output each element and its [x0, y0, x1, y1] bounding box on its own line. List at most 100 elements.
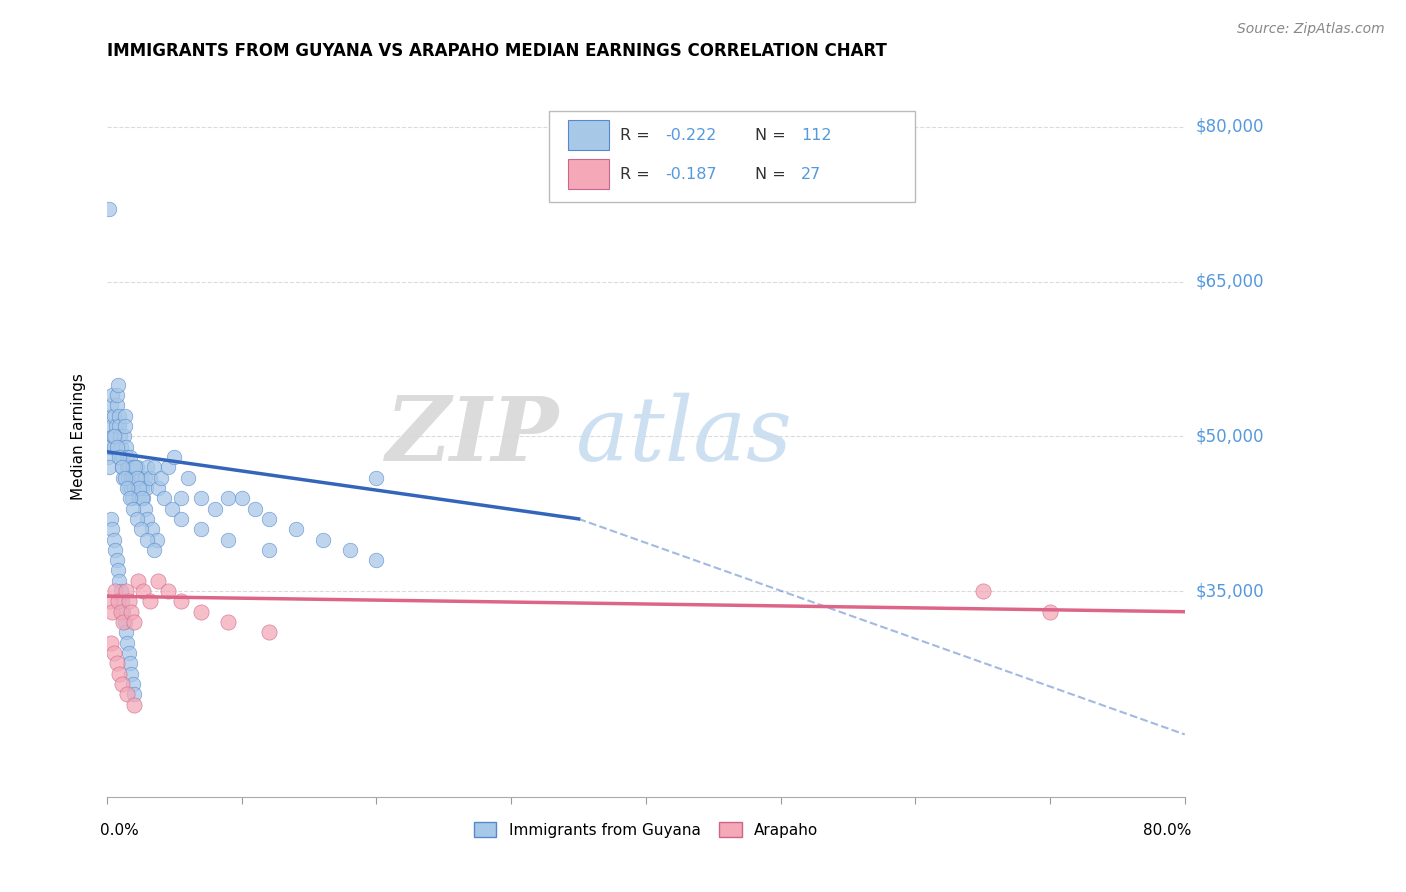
- Text: R =: R =: [620, 128, 655, 143]
- Point: [112, 615, 135, 629]
- Point: [101, 429, 124, 443]
- Text: $35,000: $35,000: [1197, 582, 1264, 600]
- Point: [103, 440, 125, 454]
- Point: [101, 522, 124, 536]
- Point: [112, 450, 135, 464]
- Point: [105, 388, 128, 402]
- Text: Source: ZipAtlas.com: Source: ZipAtlas.com: [1237, 22, 1385, 37]
- Point: [108, 450, 131, 464]
- Point: [98, 594, 121, 608]
- Point: [117, 481, 139, 495]
- Point: [118, 491, 141, 506]
- Point: [111, 594, 134, 608]
- Text: N =: N =: [755, 128, 790, 143]
- Point: [125, 512, 148, 526]
- Point: [124, 470, 146, 484]
- Point: [117, 646, 139, 660]
- Point: [1039, 605, 1062, 619]
- Text: -0.222: -0.222: [665, 128, 717, 143]
- Point: [108, 574, 131, 588]
- Point: [134, 501, 156, 516]
- Point: [111, 677, 134, 691]
- Text: 27: 27: [801, 167, 821, 182]
- Point: [257, 512, 280, 526]
- Point: [122, 615, 145, 629]
- Point: [127, 481, 149, 495]
- Point: [132, 584, 155, 599]
- Point: [149, 470, 172, 484]
- Text: atlas: atlas: [576, 392, 792, 480]
- Point: [143, 460, 166, 475]
- Point: [112, 429, 135, 443]
- Point: [118, 460, 141, 475]
- Point: [136, 460, 159, 475]
- Point: [103, 429, 125, 443]
- Point: [120, 470, 142, 484]
- Point: [125, 470, 148, 484]
- Point: [132, 491, 155, 506]
- Point: [120, 605, 142, 619]
- Point: [100, 398, 122, 412]
- Point: [122, 481, 145, 495]
- Point: [114, 470, 136, 484]
- Point: [366, 470, 388, 484]
- Point: [170, 491, 193, 506]
- Point: [231, 491, 253, 506]
- Point: [105, 398, 128, 412]
- Point: [217, 533, 239, 547]
- Point: [98, 440, 121, 454]
- Point: [170, 594, 193, 608]
- Point: [339, 542, 361, 557]
- Point: [117, 635, 139, 649]
- Point: [190, 522, 212, 536]
- Point: [143, 542, 166, 557]
- Point: [110, 450, 132, 464]
- Point: [101, 419, 124, 434]
- Bar: [568, 120, 609, 151]
- Point: [121, 470, 143, 484]
- Point: [98, 202, 121, 217]
- Point: [217, 491, 239, 506]
- Point: [117, 460, 139, 475]
- Point: [121, 501, 143, 516]
- Point: [245, 501, 267, 516]
- Text: -0.187: -0.187: [665, 167, 717, 182]
- Point: [125, 460, 148, 475]
- Point: [117, 470, 139, 484]
- Point: [107, 377, 129, 392]
- Point: [156, 460, 179, 475]
- Point: [115, 440, 138, 454]
- Point: [115, 584, 138, 599]
- Point: [117, 481, 139, 495]
- Text: IMMIGRANTS FROM GUYANA VS ARAPAHO MEDIAN EARNINGS CORRELATION CHART: IMMIGRANTS FROM GUYANA VS ARAPAHO MEDIAN…: [107, 42, 887, 60]
- Point: [131, 481, 153, 495]
- Point: [131, 491, 153, 506]
- Point: [107, 564, 129, 578]
- Point: [104, 419, 127, 434]
- Point: [114, 409, 136, 423]
- Text: 112: 112: [801, 128, 832, 143]
- Point: [100, 409, 122, 423]
- Point: [136, 512, 159, 526]
- Point: [110, 605, 132, 619]
- Point: [148, 574, 170, 588]
- Point: [121, 491, 143, 506]
- Text: ZIP: ZIP: [387, 393, 560, 480]
- Point: [107, 409, 129, 423]
- Point: [104, 429, 127, 443]
- Point: [124, 460, 146, 475]
- Point: [108, 429, 131, 443]
- Point: [152, 491, 174, 506]
- Point: [117, 594, 139, 608]
- Point: [122, 460, 145, 475]
- Point: [284, 522, 307, 536]
- Text: N =: N =: [755, 167, 790, 182]
- Point: [129, 470, 152, 484]
- Point: [366, 553, 388, 567]
- Point: [105, 440, 128, 454]
- Text: R =: R =: [620, 167, 655, 182]
- Point: [190, 605, 212, 619]
- Point: [110, 440, 132, 454]
- FancyBboxPatch shape: [548, 112, 915, 202]
- Point: [177, 470, 200, 484]
